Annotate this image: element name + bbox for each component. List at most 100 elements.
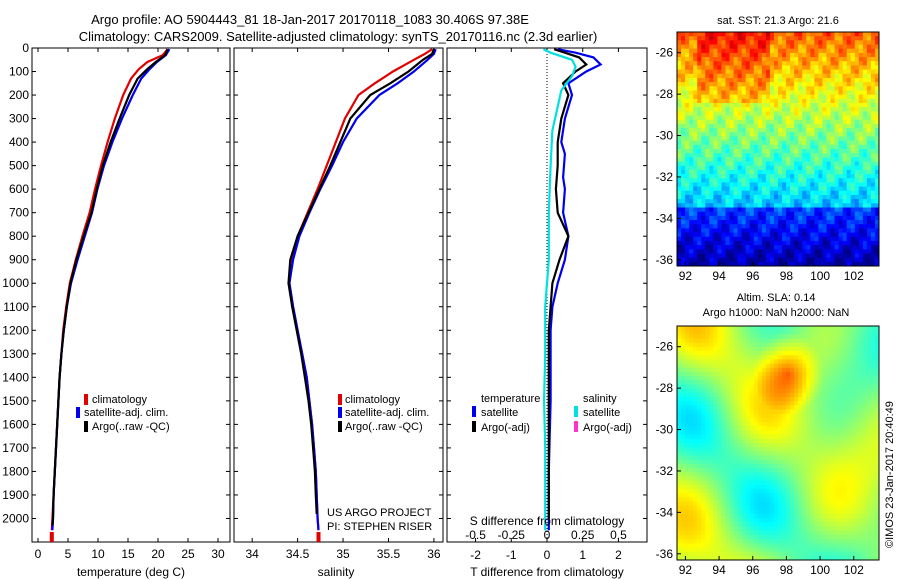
map-cell xyxy=(701,128,706,133)
map-cell xyxy=(725,211,731,217)
map-cell xyxy=(842,330,848,335)
map-cell xyxy=(874,153,880,158)
map-cell xyxy=(846,417,852,423)
map-cell xyxy=(798,330,803,335)
map-cell xyxy=(790,128,795,133)
map-cell xyxy=(786,190,791,196)
map-cell xyxy=(749,455,755,461)
map-cell xyxy=(705,107,710,112)
map-cell xyxy=(689,194,694,200)
map-cell xyxy=(782,169,787,175)
map-cell xyxy=(765,228,771,234)
map-cell xyxy=(822,405,827,411)
map-cell xyxy=(745,165,751,171)
map-cell xyxy=(689,363,694,369)
map-cell xyxy=(713,115,718,121)
map-cell xyxy=(834,40,840,46)
map-cell xyxy=(790,132,795,137)
map-cell xyxy=(745,32,751,37)
map-cell xyxy=(697,434,702,440)
map-cell xyxy=(705,245,710,250)
map-cell xyxy=(794,178,799,183)
map-cell xyxy=(689,351,694,356)
map-cell xyxy=(782,82,787,87)
map-cell xyxy=(790,430,795,436)
map-cell xyxy=(729,149,735,154)
map-cell xyxy=(737,447,743,452)
map-cell xyxy=(802,380,807,385)
map-cell xyxy=(745,82,751,87)
map-cell xyxy=(693,476,698,482)
map-cell xyxy=(854,215,860,221)
map-cell xyxy=(834,119,840,125)
map-cell xyxy=(725,443,731,448)
map-cell xyxy=(842,451,848,457)
map-cell xyxy=(822,123,827,129)
map-cell xyxy=(794,257,799,263)
x-tick-label: 25 xyxy=(181,547,195,561)
map-cell xyxy=(729,409,735,415)
map-cell xyxy=(830,144,836,150)
map-cell xyxy=(689,65,694,71)
map-cell xyxy=(794,65,799,71)
map-cell xyxy=(773,48,779,54)
map-cell xyxy=(850,186,856,192)
map-cell xyxy=(721,261,726,267)
map-cell xyxy=(858,40,864,46)
map-cell xyxy=(850,401,856,406)
map-cell xyxy=(753,330,759,335)
map-cell xyxy=(790,330,795,335)
map-cell xyxy=(769,232,775,238)
map-cell xyxy=(773,249,779,254)
map-cell xyxy=(874,434,880,440)
map-cell xyxy=(850,463,856,469)
map-cell xyxy=(685,236,690,242)
map-cell xyxy=(753,257,759,263)
map-cell xyxy=(778,182,783,188)
map-cell xyxy=(778,342,783,348)
map-cell xyxy=(822,224,827,229)
map-cell xyxy=(749,417,755,423)
map-cell xyxy=(749,44,755,50)
map-cell xyxy=(697,61,702,66)
map-cell xyxy=(866,32,872,37)
map-cell xyxy=(870,346,876,352)
map-cell xyxy=(802,40,807,46)
map-cell xyxy=(870,186,876,192)
map-cell xyxy=(810,451,815,457)
map-y-tick-label: -28 xyxy=(656,87,674,101)
map-cell xyxy=(802,190,807,196)
map-cell xyxy=(874,174,880,179)
map-cell xyxy=(709,86,714,91)
map-cell xyxy=(701,240,706,246)
map-cell xyxy=(778,48,783,54)
map-cell xyxy=(733,472,739,477)
map-cell xyxy=(713,236,718,242)
map-cell xyxy=(818,215,823,221)
map-cell xyxy=(822,426,827,431)
map-cell xyxy=(737,215,743,221)
map-cell xyxy=(757,119,763,125)
map-cell xyxy=(681,65,686,71)
map-cell xyxy=(854,136,860,142)
map-cell xyxy=(818,157,823,163)
map-cell xyxy=(753,401,759,406)
map-cell xyxy=(830,480,836,486)
map-cell xyxy=(701,77,706,83)
map-cell xyxy=(689,392,694,398)
map-cell xyxy=(749,338,755,344)
map-cell xyxy=(769,186,775,192)
map-cell xyxy=(798,409,803,415)
map-cell xyxy=(798,342,803,348)
map-cell xyxy=(810,245,815,250)
map-cell xyxy=(794,211,799,217)
map-cell xyxy=(838,190,844,196)
map-cell xyxy=(717,438,722,444)
map-cell xyxy=(822,430,827,436)
map-cell xyxy=(802,161,807,167)
map-cell xyxy=(709,430,714,436)
map-cell xyxy=(709,73,714,79)
map-cell xyxy=(782,111,787,117)
map-cell xyxy=(826,257,832,263)
map-cell xyxy=(685,346,690,352)
